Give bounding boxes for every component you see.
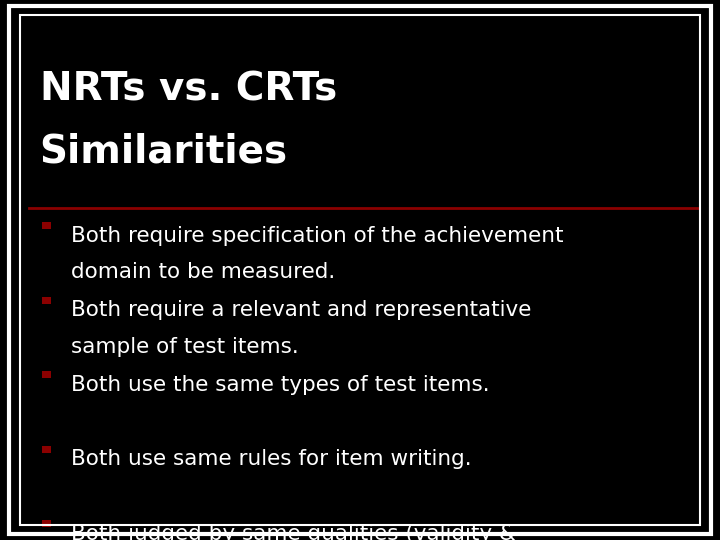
FancyBboxPatch shape	[42, 372, 52, 379]
Text: Both judged by same qualities (validity &: Both judged by same qualities (validity …	[71, 524, 516, 540]
Text: domain to be measured.: domain to be measured.	[71, 262, 335, 282]
Text: Both use the same types of test items.: Both use the same types of test items.	[71, 375, 489, 395]
Text: NRTs vs. CRTs: NRTs vs. CRTs	[40, 70, 337, 108]
FancyBboxPatch shape	[42, 521, 52, 527]
FancyBboxPatch shape	[42, 297, 52, 303]
Text: Both require a relevant and representative: Both require a relevant and representati…	[71, 300, 531, 320]
FancyBboxPatch shape	[42, 222, 52, 229]
Text: sample of test items.: sample of test items.	[71, 337, 298, 357]
Text: Both require specification of the achievement: Both require specification of the achiev…	[71, 226, 563, 246]
FancyBboxPatch shape	[42, 446, 52, 453]
Text: Both use same rules for item writing.: Both use same rules for item writing.	[71, 449, 471, 469]
Text: Similarities: Similarities	[40, 132, 288, 170]
